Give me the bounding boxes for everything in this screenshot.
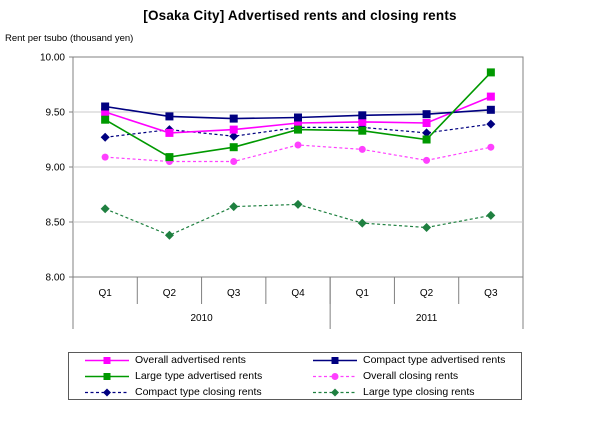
legend-label: Compact type closing rents [135, 386, 262, 398]
diamond-marker-icon [103, 388, 111, 396]
data-point-marker [423, 156, 431, 164]
data-point-marker [358, 117, 367, 126]
data-point-marker [486, 92, 495, 101]
data-point-marker [358, 111, 367, 120]
data-point-marker [357, 218, 367, 228]
data-point-marker [422, 119, 431, 127]
data-point-marker [294, 113, 302, 122]
data-point-marker [422, 223, 432, 232]
y-tick-label: 9.50 [46, 108, 66, 119]
legend-item: Compact type closing rents [85, 385, 313, 400]
x-quarter-label: Q3 [227, 288, 241, 299]
y-tick-label: 10.00 [40, 53, 65, 64]
diamond-marker-icon [331, 388, 339, 396]
data-point-marker [165, 112, 174, 121]
data-point-marker [229, 202, 239, 212]
data-point-marker [229, 114, 238, 123]
legend-swatch [313, 388, 357, 396]
x-year-label: 2011 [416, 313, 438, 324]
data-point-marker [486, 105, 495, 114]
legend-swatch [313, 356, 357, 364]
data-point-marker [486, 68, 495, 77]
legend: Overall advertised rents Compact type adv… [68, 352, 522, 400]
legend-label: Compact type advertised rents [363, 354, 506, 366]
square-marker-icon [331, 356, 339, 364]
legend-swatch [85, 388, 129, 396]
data-point-marker [164, 230, 174, 240]
y-tick-label: 8.50 [46, 218, 66, 229]
data-point-marker [101, 115, 110, 124]
data-point-marker [229, 143, 238, 152]
data-point-marker [101, 108, 110, 116]
x-quarter-label: Q3 [484, 288, 498, 299]
data-point-marker [229, 125, 238, 134]
legend-label: Large type closing rents [363, 386, 475, 398]
y-tick-label: 8.00 [46, 273, 66, 284]
x-quarter-label: Q1 [356, 288, 370, 299]
data-point-marker [358, 145, 366, 153]
x-quarter-label: Q2 [163, 288, 177, 299]
legend-swatch [85, 372, 129, 380]
data-point-marker [294, 125, 302, 134]
x-quarter-label: Q4 [291, 288, 305, 299]
x-quarter-label: Q2 [420, 288, 434, 299]
data-point-marker [294, 141, 302, 149]
data-point-marker [229, 131, 239, 141]
legend-swatch [85, 356, 129, 364]
data-point-marker [486, 210, 496, 220]
data-point-marker [230, 158, 238, 165]
y-tick-label: 9.00 [46, 163, 66, 174]
data-point-marker [100, 132, 110, 142]
chart-title: [Osaka City] Advertised rents and closin… [143, 8, 457, 23]
data-point-marker [358, 126, 367, 135]
x-year-label: 2010 [190, 313, 213, 324]
data-point-marker [486, 119, 496, 129]
legend-item: Overall closing rents [313, 369, 521, 384]
x-quarter-label: Q1 [98, 288, 112, 299]
legend-label: Large type advertised rents [135, 370, 263, 382]
data-point-marker [422, 110, 431, 119]
legend-item: Overall advertised rents [85, 353, 313, 368]
data-point-marker [101, 153, 109, 161]
data-point-marker [100, 204, 110, 214]
square-marker-icon [103, 356, 111, 364]
data-point-marker [101, 102, 110, 111]
data-point-marker [294, 119, 302, 127]
data-point-marker [422, 128, 432, 138]
legend-item: Large type closing rents [313, 385, 521, 400]
data-point-marker [165, 153, 174, 162]
plot-area: 10.00 9.50 9.00 8.50 8.00 Q1 Q2 Q3 Q4 Q1 Q2 Q3 2010 2… [40, 53, 524, 329]
circle-marker-icon [331, 372, 339, 380]
legend-label: Overall closing rents [363, 370, 459, 382]
y-axis-title: Rent per tsubo (thousand yen) [5, 33, 134, 44]
data-point-marker [422, 135, 431, 144]
legend-item: Large type advertised rents [85, 369, 313, 384]
data-point-marker [165, 128, 174, 137]
legend-item: Compact type advertised rents [313, 353, 521, 368]
legend-label: Overall advertised rents [135, 354, 246, 366]
legend-swatch [313, 372, 357, 380]
data-point-marker [487, 143, 495, 151]
square-marker-icon [103, 372, 111, 380]
data-point-marker [293, 199, 303, 209]
